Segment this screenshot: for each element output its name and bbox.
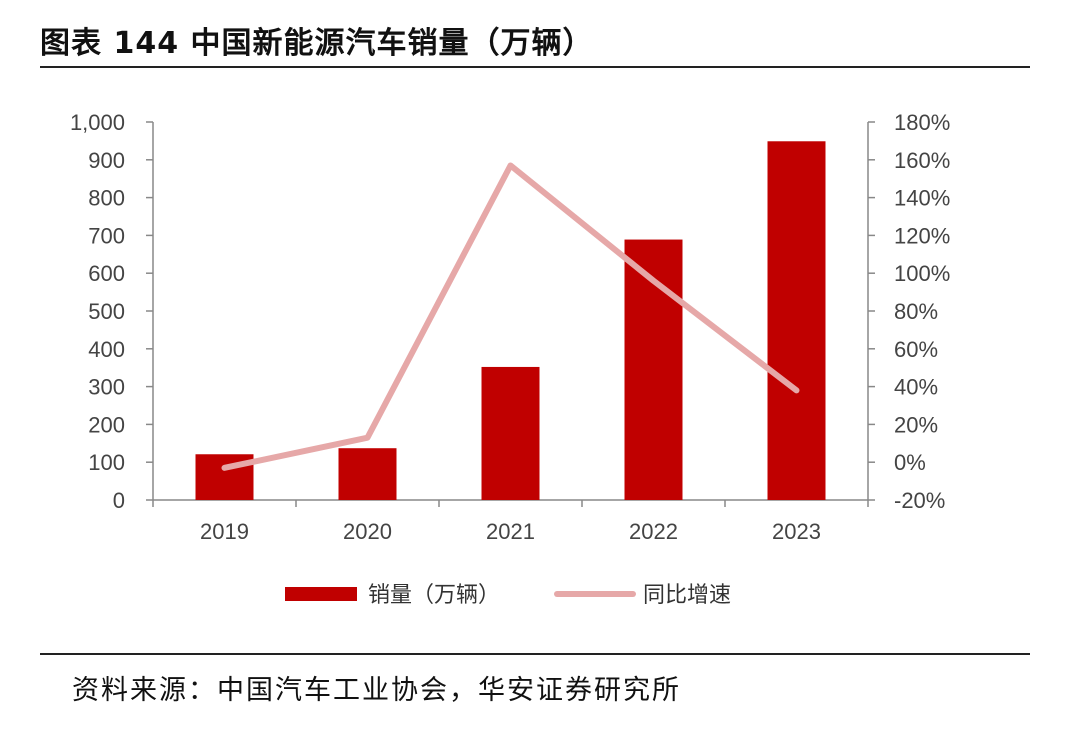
- bar-series: [195, 141, 826, 501]
- legend-label-growth: 同比增速: [643, 583, 731, 608]
- y-right-tick-label: 140%: [894, 186, 950, 211]
- line-series: [221, 162, 800, 471]
- y-right-tick-label: 180%: [894, 110, 950, 135]
- y-right-tick-label: 0%: [894, 450, 926, 475]
- growth-point-2023: [795, 389, 798, 392]
- y-right-tick-label: 60%: [894, 337, 938, 362]
- y-left-tick-label: 300: [88, 375, 125, 400]
- x-tick-label: 2019: [200, 519, 249, 544]
- x-tick-label: 2023: [772, 519, 821, 544]
- y-left-tick-label: 400: [88, 337, 125, 362]
- y-right-tick-label: 100%: [894, 261, 950, 286]
- legend-swatch-sales: [285, 587, 357, 601]
- bar-2023: [767, 141, 826, 500]
- x-tick-label: 2020: [343, 519, 392, 544]
- y-left-tick-label: 800: [88, 186, 125, 211]
- y-left-tick-label: 200: [88, 412, 125, 437]
- chart-canvas: 0 100 200 300 400 500 600 700 800 900 1,000 -20% 0% 2…: [70, 110, 950, 608]
- y-left-tick-label: 900: [88, 148, 125, 173]
- growth-point-2022: [652, 279, 655, 282]
- y-right-tick-label: -20%: [894, 488, 945, 513]
- y-left-tick-label: 1,000: [70, 110, 125, 135]
- x-tick-label: 2022: [629, 519, 678, 544]
- bar-2021: [481, 366, 540, 500]
- y-right-tick-label: 160%: [894, 148, 950, 173]
- x-tick-label: 2021: [486, 519, 535, 544]
- y-right-tick-label: 40%: [894, 375, 938, 400]
- y-left-tick-label: 100: [88, 450, 125, 475]
- top-divider: [40, 66, 1030, 68]
- y-left-tick-label: 700: [88, 223, 125, 248]
- growth-point-2019: [223, 466, 226, 469]
- chart-axes: 0 100 200 300 400 500 600 700 800 900 1,000 -20% 0% 2…: [70, 110, 950, 544]
- source-note: 资料来源：中国汽车工业协会，华安证券研究所: [72, 675, 681, 706]
- bar-2020: [338, 448, 397, 500]
- y-right-tick-label: 20%: [894, 412, 938, 437]
- growth-point-2020: [366, 436, 369, 439]
- legend-label-sales: 销量（万辆）: [368, 583, 500, 608]
- y-left-tick-label: 500: [88, 299, 125, 324]
- growth-point-2021: [509, 164, 512, 167]
- y-left-tick-label: 0: [113, 488, 125, 513]
- chart-title: 图表 144 中国新能源汽车销量（万辆）: [40, 26, 594, 61]
- y-right-tick-label: 80%: [894, 299, 938, 324]
- legend: 销量（万辆） 同比增速: [285, 583, 731, 608]
- y-right-tick-label: 120%: [894, 223, 950, 248]
- y-left-tick-label: 600: [88, 261, 125, 286]
- bottom-divider: [40, 653, 1030, 655]
